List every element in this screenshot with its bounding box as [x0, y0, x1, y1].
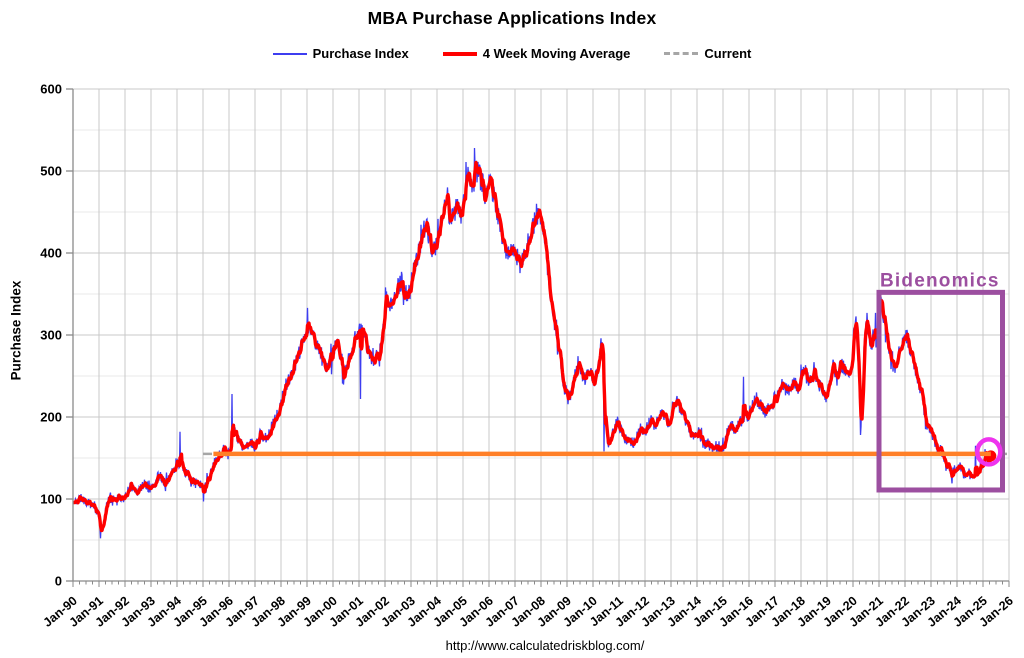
y-tick-label: 100 — [40, 492, 62, 507]
y-tick-label: 300 — [40, 328, 62, 343]
bidenomics-label: Bidenomics — [880, 270, 1000, 291]
chart-title: MBA Purchase Applications Index — [367, 8, 657, 28]
chart-legend: Purchase Index 4 Week Moving Average Cur… — [0, 46, 1024, 61]
legend-item-moving-average: 4 Week Moving Average — [442, 46, 631, 61]
y-tick-label: 0 — [55, 574, 62, 589]
legend-item-purchase-index: Purchase Index — [272, 46, 409, 61]
legend-label-purchase-index: Purchase Index — [312, 46, 409, 61]
current-highlight-circle — [975, 437, 1003, 467]
bidenomics-box — [876, 289, 1005, 493]
legend-label-moving-average: 4 Week Moving Average — [482, 46, 631, 61]
axes: 0100200300400500600Jan-90Jan-91Jan-92Jan… — [40, 82, 1016, 630]
y-tick-label: 600 — [40, 82, 62, 97]
y-tick-label: 400 — [40, 246, 62, 261]
gridlines — [73, 88, 1010, 581]
y-tick-label: 200 — [40, 410, 62, 425]
legend-swatch-purchase-index — [272, 52, 307, 55]
moving-average-line — [73, 160, 993, 533]
legend-swatch-moving-average — [442, 51, 477, 56]
legend-label-current: Current — [704, 46, 752, 61]
legend-swatch-current — [664, 52, 699, 55]
footer-url: http://www.calculatedriskblog.com/ — [445, 638, 645, 653]
y-tick-label: 500 — [40, 164, 62, 179]
legend-item-current: Current — [664, 46, 751, 61]
